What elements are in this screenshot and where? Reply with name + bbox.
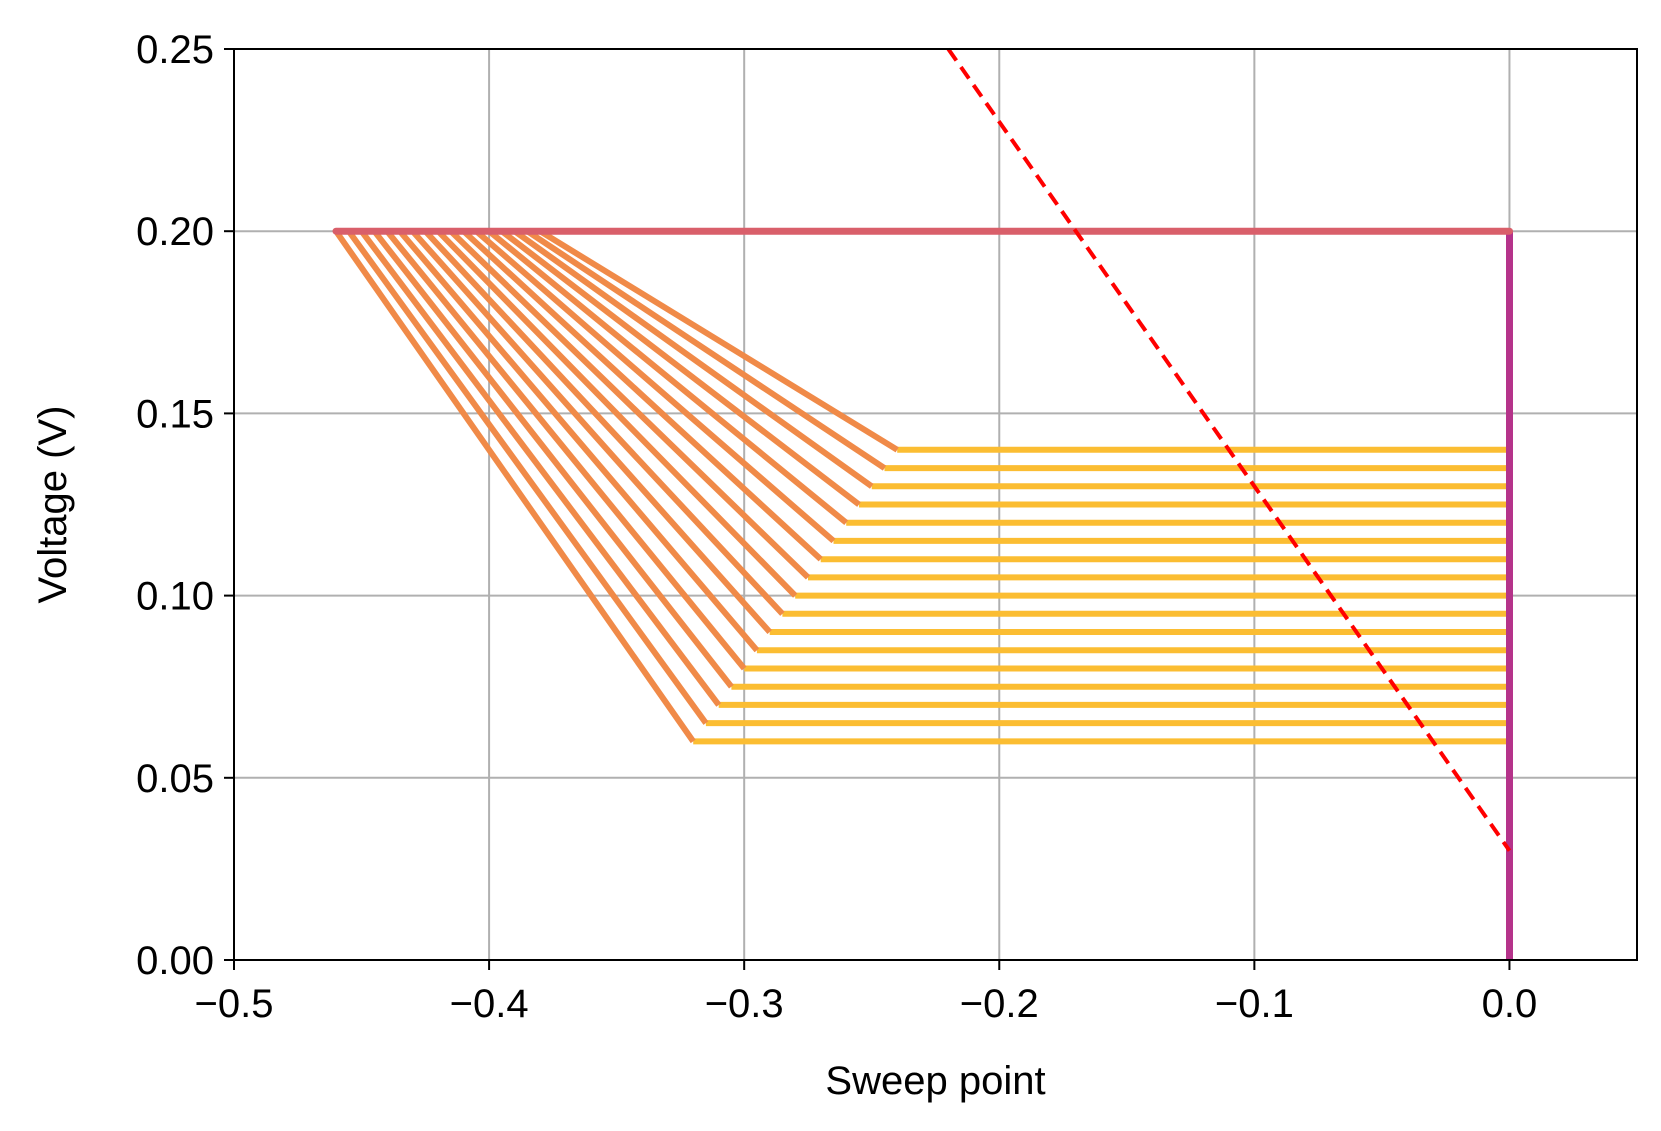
x-tick-label-2: −0.3 [705, 982, 784, 1026]
y-tick-label-3: 0.15 [136, 392, 214, 436]
sweep-diagonal-9 [448, 229, 811, 580]
x-axis-ticks: −0.5 −0.4 −0.3 −0.2 −0.1 0.0 [195, 960, 1538, 1026]
sweep-diagonal-13 [499, 228, 861, 507]
sweep-diagonal-3 [371, 229, 734, 689]
sweep-diagonal-0 [333, 229, 696, 744]
sweep-diagonal-16 [538, 228, 899, 453]
sweep-diagonal-12 [487, 228, 849, 526]
sweep-diagonal-4 [384, 229, 747, 671]
x-axis-label: Sweep point [825, 1059, 1045, 1103]
sweep-diagonal-5 [397, 229, 760, 653]
x-tick-label-0: −0.5 [195, 982, 274, 1026]
sweep-diagonal-10 [461, 228, 823, 562]
sweep-diagonal-14 [512, 228, 874, 489]
sweep-diagonal-6 [410, 229, 772, 634]
sweep-diagonal-8 [435, 229, 798, 598]
y-tick-label-5: 0.25 [136, 28, 214, 72]
x-tick-label-1: −0.4 [450, 982, 529, 1026]
plot-frame [233, 48, 1638, 961]
sweep-diagonal-15 [525, 228, 887, 471]
sweep-diagonal-2 [359, 229, 722, 707]
y-axis-label: Voltage (V) [31, 406, 75, 604]
y-tick-label-0: 0.00 [136, 939, 214, 983]
y-axis-ticks: 0.00 0.05 0.10 0.15 0.20 0.25 [136, 28, 234, 983]
y-tick-label-1: 0.05 [136, 757, 214, 801]
plot-lines [332, 47, 1513, 960]
sweep-diagonal-1 [346, 229, 709, 725]
x-tick-label-5: 0.0 [1482, 982, 1538, 1026]
x-tick-label-4: −0.1 [1215, 982, 1294, 1026]
y-tick-label-4: 0.20 [136, 210, 214, 254]
y-tick-label-2: 0.10 [136, 575, 214, 619]
sweep-diagonal-7 [423, 229, 785, 616]
dashed-series-line [946, 47, 1512, 852]
x-tick-label-3: −0.2 [960, 982, 1039, 1026]
sweep-diagonal-11 [474, 228, 836, 544]
